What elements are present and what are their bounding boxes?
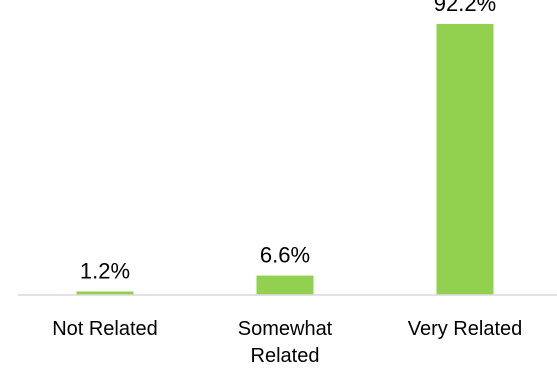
bar-3 [436, 23, 494, 295]
bar-2 [256, 275, 314, 295]
category-label-line: Related [251, 345, 320, 367]
category-labels-group: Not Related Somewhat Related Very Related [52, 318, 522, 367]
data-label-3: 92.2% [434, 0, 496, 16]
category-label-1: Not Related [52, 318, 158, 340]
bar-1 [76, 291, 134, 295]
data-label-2: 6.6% [260, 243, 310, 268]
category-label-line: Somewhat [238, 318, 333, 340]
category-label-line: Very Related [408, 318, 523, 340]
category-label-line: Not Related [52, 318, 158, 340]
data-label-1: 1.2% [80, 258, 130, 283]
category-label-3: Very Related [408, 318, 523, 340]
bars-group [76, 23, 494, 295]
category-label-2: Somewhat Related [238, 318, 333, 367]
data-labels-group: 1.2% 6.6% 92.2% [80, 0, 496, 283]
